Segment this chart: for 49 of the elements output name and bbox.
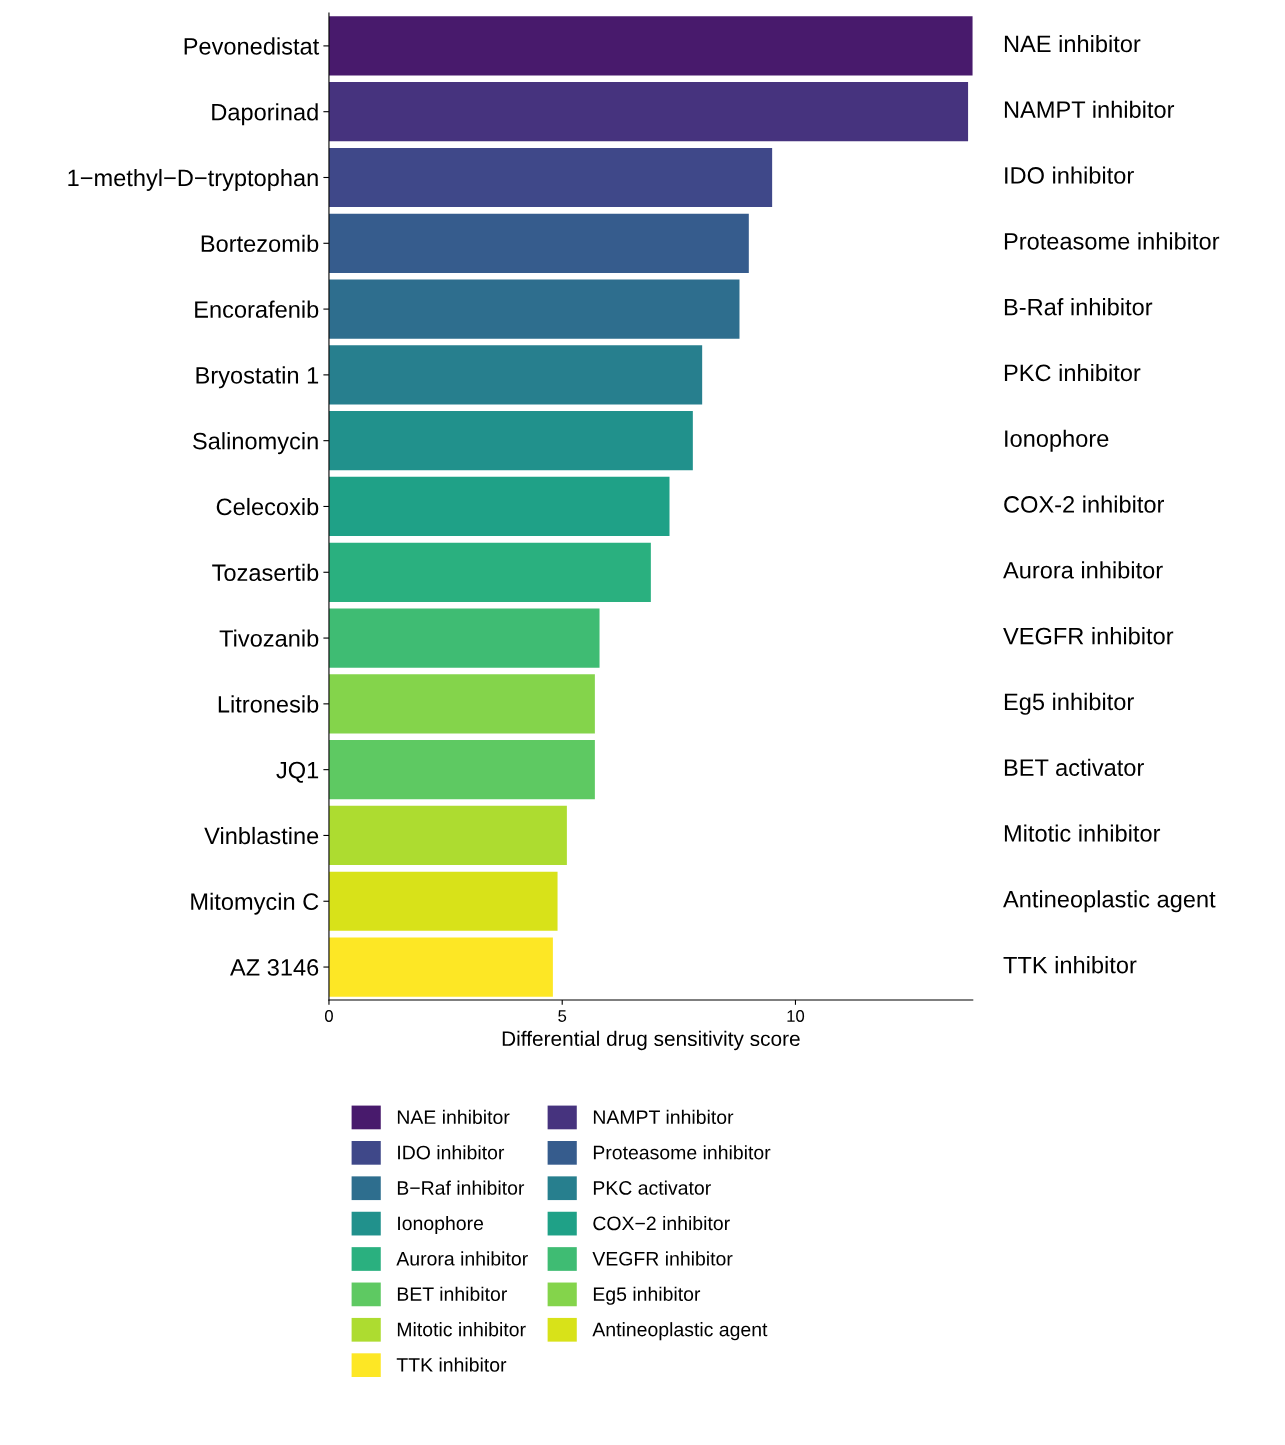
legend-label: TTK inhibitor [396, 1357, 507, 1372]
y-tick-label: 1−methyl−D−tryptophan [68, 168, 318, 191]
text: PKC inhibitor [1004, 363, 1141, 382]
x-tick-label: 0 [324, 1010, 333, 1022]
legend-label: Ionophore [398, 1215, 484, 1235]
legend-label: Proteasome inhibitor [593, 1145, 771, 1160]
text: BET activator [1004, 758, 1144, 776]
legend-label: Eg5 inhibitor [593, 1286, 701, 1305]
y-tick-label: AZ 3146 [230, 959, 319, 976]
text: Proteasome inhibitor [1004, 232, 1220, 250]
text: NAMPT inhibitor [1004, 100, 1175, 119]
y-tick-label: Tivozanib [219, 629, 319, 647]
text: Eg5 inhibitor [1004, 692, 1134, 715]
text: Aurora inhibitor [1003, 561, 1163, 579]
y-tick-label: Daporinad [212, 103, 318, 126]
text: COX-2 inhibitor [1004, 495, 1165, 513]
text: Antineoplastic agent [1003, 890, 1216, 913]
legend-label: Mitotic inhibitor [397, 1322, 526, 1337]
y-tick-label: Bryostatin 1 [196, 366, 319, 389]
legend-label: COX−2 inhibitor [593, 1215, 730, 1231]
y-tick-label: JQ1 [276, 761, 319, 783]
y-tick-label: Bortezomib [201, 234, 319, 253]
y-tick-label: Encorafenib [195, 300, 319, 318]
legend-label: BET inhibitor [397, 1286, 507, 1301]
legend-label: VEGFR inhibitor [592, 1251, 733, 1266]
x-axis-title: Differential drug sensitivity score [502, 1030, 800, 1051]
legend-label: NAE inhibitor [397, 1109, 510, 1125]
text: VEGFR inhibitor [1003, 627, 1174, 645]
legend-label: Aurora inhibitor [396, 1251, 528, 1266]
x-tick-label: 10 [787, 1010, 805, 1022]
y-tick-label: Pevonedistat [184, 37, 320, 55]
y-tick-label: Mitomycin C [191, 892, 319, 915]
text: B-Raf inhibitor [1004, 298, 1153, 316]
legend-label: PKC activator [593, 1180, 711, 1195]
y-tick-label: Salinomycin [193, 432, 318, 455]
legend-label: B−Raf inhibitor [397, 1180, 525, 1195]
text: TTK inhibitor [1003, 956, 1137, 974]
y-tick-label: Tozasertib [212, 563, 319, 582]
text: NAE inhibitor [1004, 34, 1141, 53]
x-tick-label: 5 [558, 1010, 567, 1022]
text: IDO inhibitor [1005, 166, 1134, 184]
y-tick-label: Vinblastine [204, 826, 319, 845]
legend-label: IDO inhibitor [398, 1145, 505, 1160]
text: Mitotic inhibitor [1004, 824, 1161, 842]
y-tick-label: Celecoxib [216, 497, 319, 516]
text: Ionophore [1005, 429, 1109, 452]
legend-label: NAMPT inhibitor [593, 1109, 734, 1125]
y-tick-label: Litronesib [218, 695, 319, 713]
legend-label: Antineoplastic agent [592, 1322, 768, 1341]
